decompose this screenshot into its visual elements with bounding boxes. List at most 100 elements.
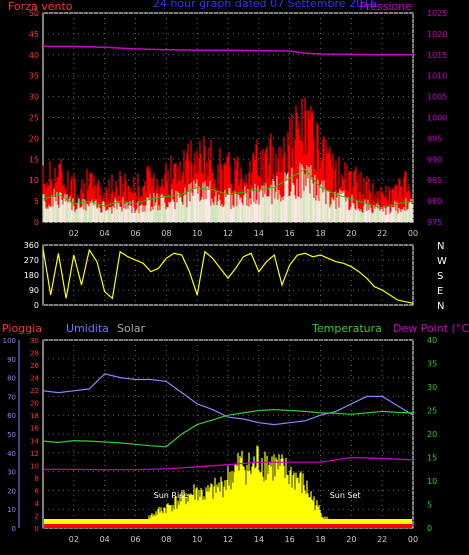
header-left: Forza vento [8,0,73,13]
humidity-tick-label: 10 [7,506,16,514]
rain-tick-label: 6 [35,487,40,495]
direction-line [42,248,414,304]
temperature-tick-label: 15 [427,454,437,463]
rain-tick-label: 0 [35,525,39,533]
temperature-tick-label: 10 [427,477,437,486]
humidity-tick-label: 100 [3,337,16,345]
humidity-line [42,373,414,426]
direction-tick-label: 180 [24,271,39,280]
x-tick-label: 20 [346,535,356,544]
left-tick-label: 35 [29,72,39,81]
left-tick-label: 40 [29,51,39,60]
dewpoint-label: Dew Point (°C) [393,322,469,335]
rain-tick-label: 20 [30,400,39,408]
humidity-tick-label: 50 [7,431,16,439]
left-tick-label: 45 [29,30,39,39]
temperature-tick-label: 25 [427,407,437,416]
humidity-tick-label: 60 [7,412,16,420]
pressure-line [43,45,413,56]
rain-tick-label: 2 [35,512,39,520]
left-tick-label: 5 [34,197,39,206]
humidity-tick-label: 0 [12,525,16,533]
left-tick-label: 20 [29,134,39,143]
compass-label: W [437,256,447,267]
x-tick-label: 02 [69,229,79,238]
x-tick-label: 00 [408,229,418,238]
direction-tick-label: 0 [34,301,39,310]
temperature-tick-label: 35 [427,360,437,369]
x-tick-label: 10 [192,535,202,544]
compass-label: N [437,301,444,312]
x-tick-label: 08 [161,535,171,544]
right-tick-label: 1000 [427,114,447,123]
x-tick-label: 04 [100,229,110,238]
x-tick-label: 02 [69,535,79,544]
right-tick-label: 975 [427,218,442,227]
left-tick-label: 30 [29,93,39,102]
x-tick-label: 08 [161,229,171,238]
x-tick-label: 22 [377,229,387,238]
rain-tick-label: 10 [30,462,39,470]
humidity-tick-label: 20 [7,487,16,495]
right-tick-label: 1020 [427,30,447,39]
rain-humidity-temperature-panel: 0246810121416182022242628300102030405060… [3,336,438,544]
rain-tick-label: 22 [30,387,39,395]
right-tick-label: 1010 [427,72,447,81]
wind-speed-line [42,168,414,209]
temperature-tick-label: 20 [427,430,437,439]
right-tick-label: 1025 [427,9,447,18]
x-tick-label: 14 [254,229,264,238]
rain-tick-label: 8 [35,475,39,483]
x-tick-label: 12 [223,229,233,238]
temperature-label: Temperatura [311,322,382,335]
rain-bar [44,524,412,528]
sun-rise-label: Sun Rise [154,491,189,500]
x-tick-label: 16 [285,229,295,238]
rain-tick-label: 26 [30,362,39,370]
solar-label: Solar [117,322,146,335]
temperature-tick-label: 30 [427,383,437,392]
right-tick-label: 990 [427,155,442,164]
wind-pressure-panel: 0510152025303540455097598098599099510001… [29,9,448,238]
rain-label: Pioggia [2,322,42,335]
x-tick-label: 06 [130,229,140,238]
humidity-label: Umidita [66,322,109,335]
x-tick-label: 16 [285,535,295,544]
humidity-tick-label: 90 [7,356,16,364]
x-tick-label: 14 [254,535,264,544]
x-tick-label: 20 [346,229,356,238]
x-tick-label: 22 [377,535,387,544]
x-tick-label: 18 [315,535,325,544]
left-tick-label: 10 [29,176,39,185]
direction-tick-label: 270 [24,256,39,265]
humidity-tick-label: 40 [7,450,16,458]
x-tick-label: 06 [130,535,140,544]
rain-tick-label: 12 [30,450,39,458]
temperature-tick-label: 0 [427,524,432,533]
left-tick-label: 0 [34,218,39,227]
direction-tick-label: 90 [29,286,39,295]
temperature-tick-label: 40 [427,336,437,345]
header-center: 24 hour graph dated 07 Settembre 2016 [153,0,377,10]
compass-label: N [437,241,444,252]
left-tick-label: 50 [29,9,39,18]
temperature-line [42,408,414,448]
rain-base [44,519,412,528]
direction-tick-label: 360 [24,241,39,250]
header-right: Pressione [360,0,413,13]
rain-tick-label: 4 [35,500,40,508]
rain-tick-label: 30 [30,337,39,345]
sun-set-label: Sun Set [330,491,361,500]
x-tick-label: 00 [408,535,418,544]
rain-tick-label: 28 [30,350,39,358]
left-tick-label: 15 [29,155,39,164]
rain-tick-label: 14 [30,437,39,445]
right-tick-label: 985 [427,176,442,185]
right-tick-label: 1005 [427,93,447,102]
x-tick-label: 18 [315,229,325,238]
right-tick-label: 1015 [427,51,447,60]
humidity-tick-label: 70 [7,393,16,401]
x-tick-label: 04 [100,535,110,544]
